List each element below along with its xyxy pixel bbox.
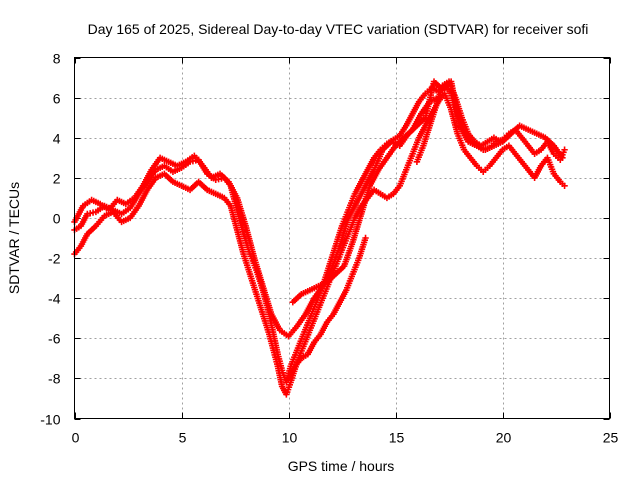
y-tick-label: -2 (48, 251, 61, 267)
y-tick-label: -10 (40, 412, 60, 428)
y-tick-label: 8 (53, 51, 61, 67)
x-tick-label: 5 (179, 430, 187, 446)
tick-layer: 0 5 10 15 20 25 -10 -8 -6 -4 -2 0 2 4 6 8 (40, 51, 618, 446)
x-tick-label: 25 (603, 430, 619, 446)
plot-frame (74, 57, 610, 419)
track-b-point (561, 182, 568, 190)
track-e-point (362, 234, 369, 242)
x-tick-label: 0 (72, 430, 80, 446)
y-tick-label: -6 (48, 331, 61, 347)
x-axis-label: GPS time / hours (288, 458, 395, 474)
x-tick-label: 10 (282, 430, 298, 446)
y-tick-label: 6 (53, 91, 61, 107)
y-tick-label: 0 (53, 211, 61, 227)
y-tick-label: -8 (48, 371, 61, 387)
y-tick-label: 2 (53, 171, 61, 187)
track-a-point (561, 146, 568, 153)
y-tick-label: 4 (53, 131, 61, 147)
track-f-point (497, 138, 504, 145)
chart-title: Day 165 of 2025, Sidereal Day-to-day VTE… (88, 21, 589, 37)
y-tick-label: -4 (48, 291, 61, 307)
x-tick-label: 20 (496, 430, 512, 446)
x-tick-label: 15 (389, 430, 405, 446)
track-c-point (559, 154, 566, 161)
data-markers (71, 78, 568, 398)
y-axis-label: SDTVAR / TECUs (6, 182, 22, 294)
